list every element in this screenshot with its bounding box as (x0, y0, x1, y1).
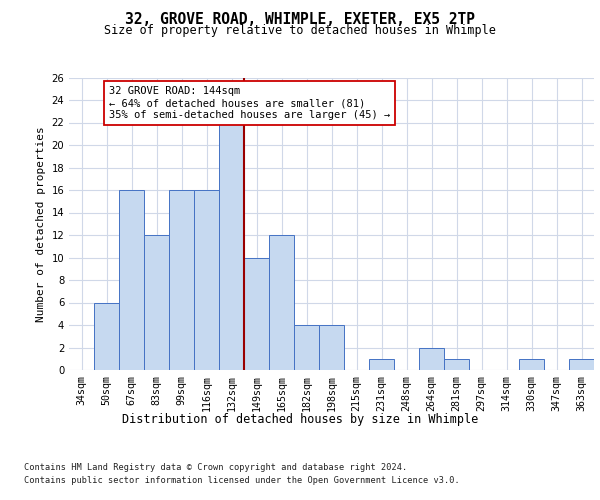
Bar (144, 235, 169, 370)
Bar (519, 359, 544, 370)
Bar (444, 359, 469, 370)
Bar (294, 325, 319, 370)
Bar (369, 359, 394, 370)
Bar (244, 258, 269, 370)
Text: Contains public sector information licensed under the Open Government Licence v3: Contains public sector information licen… (24, 476, 460, 485)
Bar (319, 325, 344, 370)
Text: Contains HM Land Registry data © Crown copyright and database right 2024.: Contains HM Land Registry data © Crown c… (24, 462, 407, 471)
Bar (569, 359, 594, 370)
Y-axis label: Number of detached properties: Number of detached properties (36, 126, 46, 322)
Bar (94, 302, 119, 370)
Text: Distribution of detached houses by size in Whimple: Distribution of detached houses by size … (122, 412, 478, 426)
Bar (269, 235, 294, 370)
Bar (419, 348, 444, 370)
Text: 32 GROVE ROAD: 144sqm
← 64% of detached houses are smaller (81)
35% of semi-deta: 32 GROVE ROAD: 144sqm ← 64% of detached … (109, 86, 390, 120)
Bar (219, 122, 244, 370)
Text: Size of property relative to detached houses in Whimple: Size of property relative to detached ho… (104, 24, 496, 37)
Bar (119, 190, 144, 370)
Bar (194, 190, 219, 370)
Bar (169, 190, 194, 370)
Text: 32, GROVE ROAD, WHIMPLE, EXETER, EX5 2TP: 32, GROVE ROAD, WHIMPLE, EXETER, EX5 2TP (125, 12, 475, 28)
